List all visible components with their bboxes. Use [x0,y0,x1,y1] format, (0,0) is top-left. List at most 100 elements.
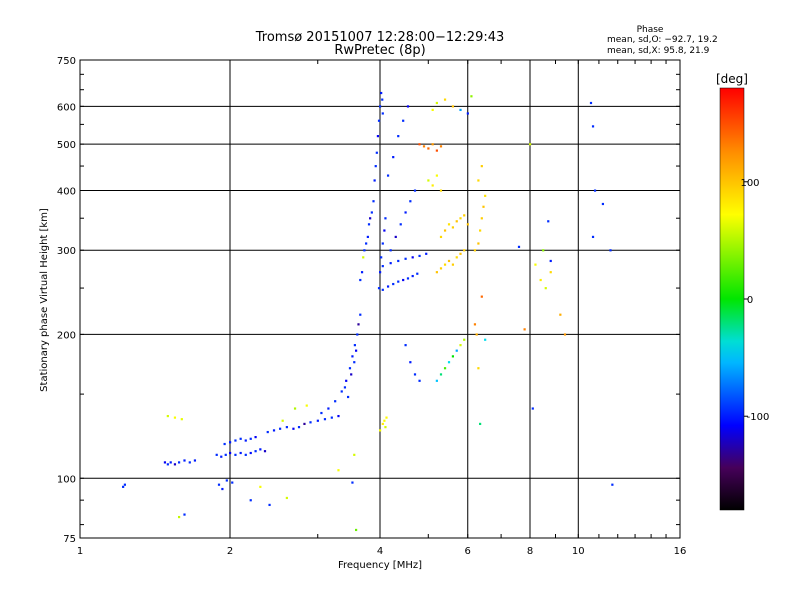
data-point [563,333,567,336]
data-point [340,390,343,393]
data-point [523,328,526,331]
data-point [173,463,177,466]
data-point [484,338,487,341]
data-point [455,349,458,352]
data-point [183,459,186,462]
data-point [381,422,384,426]
data-point [381,265,384,268]
data-point [480,165,483,168]
data-point [330,416,333,419]
data-point [259,448,262,451]
data-point [443,229,447,232]
colorbar-tick-label: -100 [747,412,770,423]
data-point [122,485,125,488]
data-point [223,442,226,446]
data-point [263,450,267,453]
data-point [416,272,419,275]
data-point [365,242,368,245]
data-point [303,422,306,426]
data-point [451,263,455,266]
data-point [379,429,382,432]
data-point [293,407,297,410]
data-point [285,426,288,429]
data-point [473,323,477,326]
data-point [239,451,242,455]
x-tick-label: 16 [674,546,687,557]
y-tick-label: 400 [57,186,76,197]
data-point [392,156,395,159]
data-point [439,145,443,148]
data-point [480,217,483,220]
data-point [459,252,462,255]
data-point [418,379,421,382]
data-point [375,151,378,154]
data-point [380,91,383,95]
data-point [447,361,451,364]
data-point [249,437,252,440]
data-point [163,461,167,464]
data-point [367,223,371,226]
y-tick-label: 600 [57,102,76,113]
x-tick-label: 10 [572,546,585,557]
data-point [484,194,487,197]
data-point [466,223,469,226]
data-point [305,404,308,407]
data-point [360,271,364,274]
data-point [249,499,252,502]
y-tick-label: 200 [57,330,76,341]
data-point [254,435,257,439]
data-point [479,422,482,426]
data-point [385,416,388,419]
data-point [379,105,382,108]
data-point [413,189,417,192]
data-point [231,481,234,484]
data-point [379,271,382,274]
data-point [399,223,402,226]
data-point [609,249,612,252]
data-point [272,429,276,432]
data-point [406,277,410,280]
data-point [351,355,354,358]
data-point [593,189,597,192]
data-point [549,271,552,274]
data-point [354,528,358,532]
data-point [363,249,366,252]
data-point [406,105,410,108]
data-point [475,333,478,336]
data-point [381,98,384,101]
data-point [386,285,390,288]
data-point [229,451,232,455]
data-point [539,278,542,282]
data-point [351,481,354,484]
data-point [431,184,434,187]
data-point [394,235,397,239]
data-point [292,427,295,430]
data-point [220,455,223,458]
data-point [359,278,362,282]
data-point [411,256,414,259]
x-tick-label: 1 [77,546,83,557]
data-point [517,245,521,248]
y-tick-label: 750 [57,56,76,67]
data-point [383,419,386,422]
chart-title: Tromsø 20151007 12:28:00−12:29:43 [255,30,505,45]
data-point [435,271,438,274]
data-point [591,125,595,128]
data-point [389,262,392,265]
y-tick-label: 100 [57,474,76,485]
data-point [249,451,252,455]
data-point [383,229,386,232]
data-point [435,174,438,177]
data-point [601,202,605,206]
data-point [531,407,534,410]
data-point [229,441,232,444]
phase-stats-o: mean, sd,O: −92.7, 19.2 [607,35,718,45]
data-point [348,367,352,370]
data-point [384,217,387,220]
data-point [244,453,247,456]
data-point [397,280,400,283]
data-point [217,483,221,486]
data-point [353,453,356,456]
data-point [397,135,400,138]
data-point [166,414,169,418]
